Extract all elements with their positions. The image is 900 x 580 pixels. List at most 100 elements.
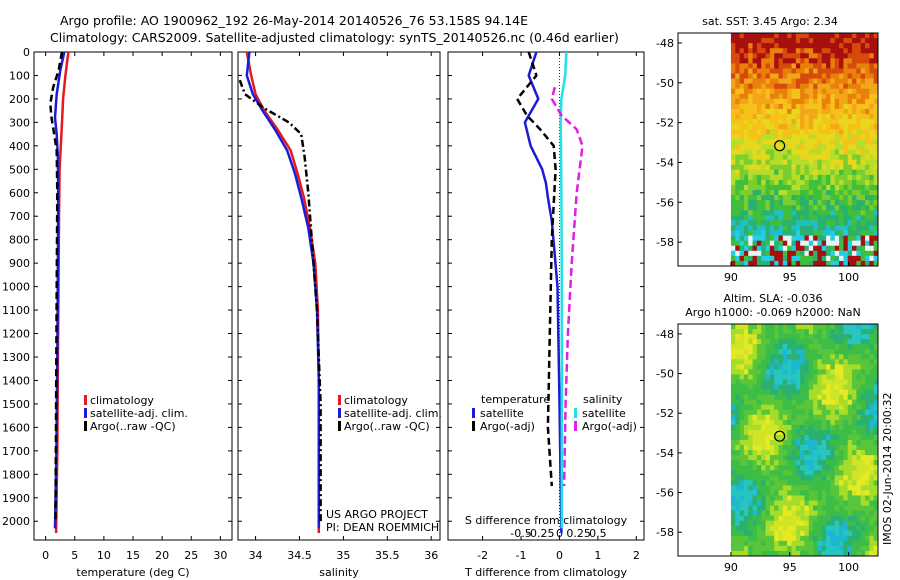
map-cell — [800, 124, 805, 130]
map-cell — [769, 339, 775, 345]
map-cell — [730, 490, 736, 496]
map-cell — [765, 33, 771, 39]
map-cell — [804, 500, 810, 506]
map-cell — [778, 114, 784, 120]
map-cell — [839, 354, 844, 360]
map-cell — [782, 434, 788, 441]
map-cell — [808, 164, 814, 171]
map-cell — [813, 164, 818, 171]
legend-s-argo-label: Argo(-adj) — [582, 420, 637, 433]
map-cell — [743, 38, 749, 44]
argo-float-marker — [774, 140, 786, 152]
map-cell — [752, 48, 758, 54]
map-cell — [869, 354, 875, 360]
map-cell — [821, 124, 827, 130]
map-cell — [756, 78, 762, 85]
map-cell — [774, 349, 779, 355]
map-cell — [791, 480, 797, 486]
map-cell — [873, 184, 879, 191]
map-cell — [787, 389, 792, 396]
map-cell — [839, 260, 844, 267]
map-cell — [782, 409, 788, 416]
map-cell — [821, 450, 827, 456]
map-cell — [769, 414, 775, 421]
map-cell — [791, 124, 797, 130]
map-cell — [735, 129, 740, 135]
map-cell — [752, 78, 758, 85]
map-cell — [761, 210, 766, 216]
map-cell — [756, 134, 762, 140]
map-cell — [769, 154, 775, 161]
map-cell — [856, 33, 862, 39]
map-cell — [743, 220, 749, 226]
map-x-tick-label: 95 — [783, 271, 797, 284]
map-cell — [756, 354, 762, 360]
map-cell — [834, 535, 840, 542]
map-cell — [804, 480, 810, 486]
map-cell — [800, 540, 805, 547]
map-cell — [852, 354, 857, 360]
map-cell — [869, 164, 875, 171]
map-cell — [804, 490, 810, 496]
map-cell — [778, 389, 784, 396]
map-cell — [852, 550, 857, 557]
map-cell — [743, 394, 749, 401]
map-cell — [813, 250, 818, 257]
map-cell — [808, 124, 814, 130]
map-cell — [782, 134, 788, 140]
map-cell — [774, 98, 779, 105]
map-cell — [778, 124, 784, 130]
map-cell — [813, 108, 818, 115]
map-cell — [804, 225, 810, 231]
map-cell — [739, 63, 745, 69]
map-cell — [765, 465, 771, 471]
map-cell — [782, 344, 788, 350]
map-cell — [873, 389, 879, 396]
map-cell — [843, 485, 849, 491]
map-cell — [834, 58, 840, 64]
map-cell — [800, 119, 805, 125]
map-cell — [752, 530, 758, 537]
map-cell — [839, 510, 844, 517]
map-cell — [756, 389, 762, 396]
map-cell — [730, 88, 736, 95]
map-cell — [791, 399, 797, 406]
map-cell — [830, 93, 836, 100]
map-cell — [843, 384, 849, 390]
map-cell — [843, 490, 849, 496]
map-cell — [852, 334, 857, 340]
map-cell — [869, 374, 875, 380]
map-cell — [739, 339, 745, 345]
map-cell — [843, 540, 849, 547]
map-cell — [817, 184, 823, 191]
map-cell — [752, 200, 758, 206]
map-cell — [752, 169, 758, 176]
map-cell — [834, 475, 840, 481]
map-cell — [847, 235, 853, 242]
map-cell — [804, 98, 810, 105]
map-cell — [739, 525, 745, 532]
map-cell — [782, 359, 788, 365]
map-cell — [748, 139, 753, 145]
map-cell — [735, 374, 740, 380]
map-cell — [843, 225, 849, 231]
map-cell — [852, 83, 857, 90]
map-cell — [752, 455, 758, 461]
map-x-tick-label: 90 — [724, 561, 738, 574]
legend-climatology-swatch — [338, 395, 341, 405]
map-cell — [834, 505, 840, 512]
map-cell — [856, 359, 862, 365]
map-cell — [856, 159, 862, 166]
map-cell — [787, 500, 792, 506]
map-cell — [869, 520, 875, 527]
map-cell — [821, 354, 827, 360]
map-cell — [817, 134, 823, 140]
map-cell — [808, 43, 814, 49]
map-cell — [865, 515, 870, 522]
map-cell — [730, 535, 736, 542]
map-cell — [817, 119, 823, 125]
map-cell — [860, 190, 866, 196]
map-cell — [843, 354, 849, 360]
map-cell — [795, 379, 801, 385]
map-cell — [769, 190, 775, 196]
